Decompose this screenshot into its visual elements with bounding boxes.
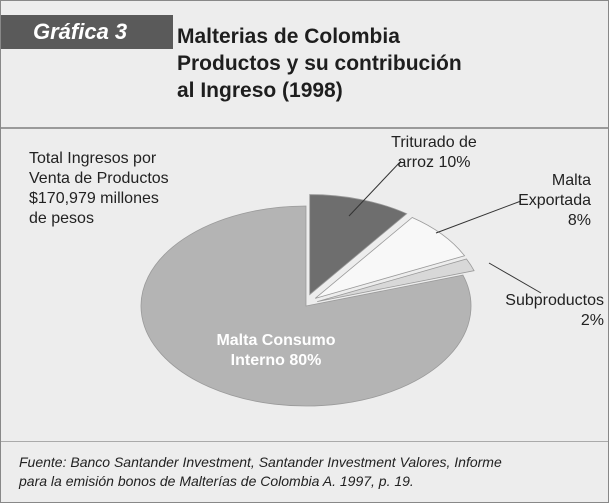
value-label: 10%	[438, 154, 471, 171]
value-label: 8%	[567, 212, 591, 229]
slice-label: Subproductos 2%	[479, 291, 604, 331]
subtitle-line: Productos y su contribución	[177, 52, 462, 75]
value-label: 80%	[289, 352, 322, 369]
annotation-line: de pesos	[29, 210, 94, 227]
divider	[1, 441, 608, 442]
source-line: para la emisión bonos de Malterías de Co…	[19, 473, 414, 489]
category: Subproductos	[505, 292, 604, 309]
pie-slice	[317, 258, 475, 302]
chart-title: Malterias de Colombia	[177, 25, 400, 48]
title-box: Malterias de Colombia Productos y su con…	[177, 23, 607, 104]
category: Malta Exportada	[518, 172, 591, 209]
source: Fuente: Banco Santander Investment, Sant…	[19, 453, 502, 491]
slices	[140, 194, 475, 407]
subtitle-line: al Ingreso (1998)	[177, 79, 343, 102]
leader-line	[488, 262, 542, 294]
annotation-line: Venta de Productos	[29, 170, 169, 187]
annotation-line: $170,979 millones	[29, 190, 159, 207]
slice-label: Triturado de arroz 10%	[379, 133, 489, 173]
pie-slice	[140, 205, 472, 407]
leader-line	[435, 200, 522, 234]
category: Malta Consumo Interno	[216, 332, 336, 369]
slice-label: Malta Consumo Interno 80%	[201, 331, 351, 371]
category: Triturado de arroz	[391, 134, 477, 171]
annotation-line: Total Ingresos por	[29, 150, 157, 167]
pie-slice	[309, 194, 408, 296]
pie-slice	[314, 216, 466, 299]
leader-line	[348, 160, 402, 217]
divider	[1, 127, 608, 129]
source-line: Fuente: Banco Santander Investment, Sant…	[19, 454, 502, 470]
chart-label: Gráfica 3	[1, 15, 173, 49]
annotation: Total Ingresos por Venta de Productos $1…	[29, 149, 169, 229]
slice-label: Malta Exportada 8%	[501, 171, 591, 231]
value-label: 2%	[580, 312, 604, 329]
